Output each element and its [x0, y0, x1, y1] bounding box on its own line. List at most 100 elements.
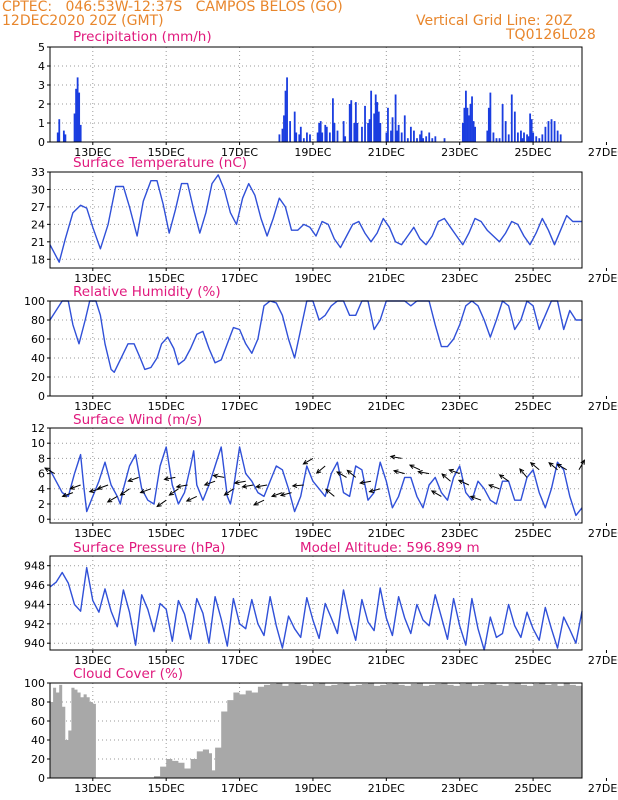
wind-arrow: [212, 473, 225, 479]
precip-bar: [468, 115, 470, 142]
precip-xtick-label: 13DEC: [74, 146, 111, 159]
wind-arrow: [519, 468, 528, 478]
precip-bar: [471, 96, 473, 142]
precip-bar: [350, 100, 353, 142]
precip-bar: [324, 124, 327, 142]
wind-arrow: [127, 476, 139, 483]
rh-xtick-label: 19DEC: [294, 400, 331, 413]
precip-bar: [367, 123, 369, 142]
cloud-ytick-label: 20: [31, 753, 45, 766]
precip-bar: [416, 138, 418, 142]
cloud-xtick-label: 15DEC: [148, 782, 185, 795]
station-header: CPTEC: 046:53W-12:37S CAMPOS BELOS (GO): [2, 0, 343, 15]
precip-ytick-label: 2: [38, 98, 45, 111]
precip-bar: [78, 92, 81, 142]
temp-xtick-label: 17DEC: [221, 272, 258, 285]
temp-ytick-label: 21: [31, 236, 45, 249]
precip-bar: [391, 117, 394, 142]
precip-bar: [400, 132, 403, 142]
cloud-xtick-label: 27DEC: [588, 782, 618, 795]
precip-bar: [487, 107, 490, 142]
wind-arrow: [156, 499, 167, 508]
press-ytick-label: 940: [24, 637, 45, 650]
wind-arrow: [498, 474, 509, 482]
precip-xtick-label: 23DEC: [441, 146, 478, 159]
precip-bar: [58, 119, 61, 142]
temp-xtick-label: 25DEC: [515, 272, 552, 285]
precip-bar: [356, 123, 359, 142]
precip-xtick-label: 27DEC: [588, 146, 618, 159]
precip-bar: [73, 113, 76, 142]
wind-ytick-label: 4: [38, 483, 45, 496]
wind-arrow: [175, 483, 188, 489]
precip-bar: [316, 132, 319, 142]
datetime-header: 12DEC2020 20Z (GMT): [2, 13, 164, 29]
precip-bar: [278, 134, 281, 142]
wind-ytick-label: 2: [38, 498, 45, 511]
precip-bar: [298, 134, 301, 142]
precip-bar: [319, 121, 322, 142]
precip-bar: [466, 107, 469, 142]
precip-bar: [492, 132, 495, 142]
precip-bar: [318, 123, 321, 142]
wind-arrow: [233, 480, 246, 485]
precip-bar: [302, 138, 305, 142]
precip-title: Precipitation (mm/h): [73, 29, 212, 45]
press-xtick-label: 21DEC: [368, 654, 405, 667]
precip-bar: [413, 130, 415, 142]
precip-bar: [379, 123, 382, 142]
precip-bar: [538, 138, 541, 142]
precip-bar: [374, 94, 377, 142]
rh-ytick-label: 40: [31, 352, 45, 365]
altitude-note: Model Altitude: 596.899 m: [300, 540, 480, 556]
precip-bar: [397, 124, 400, 142]
wind-arrow: [163, 476, 176, 482]
precip-ytick-label: 0: [38, 136, 45, 149]
rh-xtick-label: 17DEC: [221, 400, 258, 413]
cloud-xtick-label: 19DEC: [294, 782, 331, 795]
precip-bar: [75, 88, 77, 142]
wind-arrow: [203, 480, 216, 486]
precip-bar: [529, 113, 532, 142]
temp-xtick-label: 19DEC: [294, 272, 331, 285]
wind-xtick-label: 15DEC: [148, 527, 185, 540]
wind-arrow: [441, 473, 451, 482]
wind-arrow: [185, 495, 197, 502]
precip-bar: [79, 124, 82, 142]
precip-bar: [516, 132, 519, 142]
wind-frame: [49, 427, 583, 524]
cloud-ytick-label: 80: [31, 696, 45, 709]
precip-bar: [526, 134, 528, 142]
press-series-line: [49, 566, 583, 651]
cloud-xtick-label: 17DEC: [221, 782, 258, 795]
precip-bar: [299, 126, 302, 142]
rh-ytick-label: 100: [24, 295, 45, 308]
precip-xtick-label: 21DEC: [368, 146, 405, 159]
rh-ytick-label: 60: [31, 333, 45, 346]
precip-bar: [390, 130, 392, 142]
cloud-title: Cloud Cover (%): [73, 666, 184, 682]
precip-bar: [364, 105, 366, 142]
precip-bar: [354, 102, 357, 142]
wind-arrow: [548, 461, 558, 471]
precip-bar: [461, 123, 464, 142]
temp-ytick-label: 18: [31, 253, 45, 266]
precip-bar: [431, 138, 434, 142]
press-ytick-label: 948: [24, 560, 45, 573]
precip-bar: [385, 132, 388, 142]
precip-bar: [550, 119, 553, 142]
precip-bar: [530, 119, 533, 142]
press-xtick-label: 17DEC: [221, 654, 258, 667]
rh-xtick-label: 13DEC: [74, 400, 111, 413]
precip-bar: [377, 111, 380, 142]
precip-bar: [504, 121, 507, 142]
wind-arrow: [389, 454, 402, 460]
precip-bar: [342, 121, 345, 142]
precip-bar: [325, 126, 328, 142]
cloud-ytick-label: 100: [24, 677, 45, 690]
precip-bar: [465, 90, 467, 142]
temp-ytick-label: 33: [31, 166, 45, 179]
precip-bar: [425, 136, 428, 142]
wind-arrow: [408, 464, 421, 471]
precip-bar: [521, 138, 524, 142]
